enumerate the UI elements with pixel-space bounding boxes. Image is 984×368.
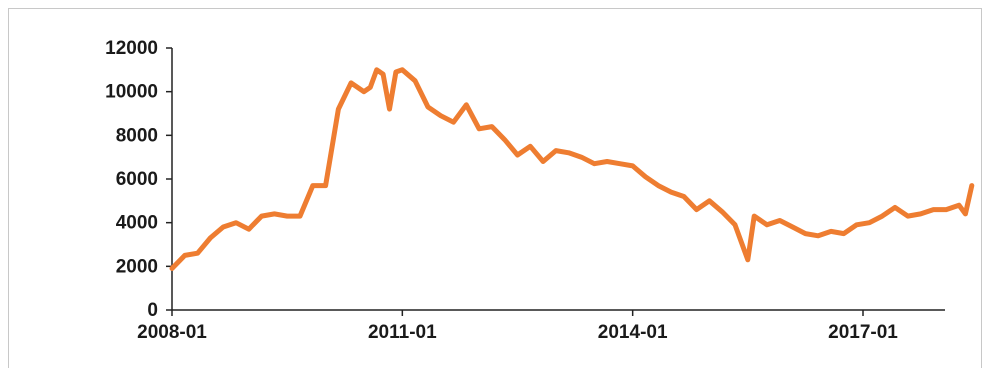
y-tick-label: 2000 (116, 256, 158, 277)
y-tick-label: 10000 (105, 82, 158, 103)
y-tick-label: 8000 (116, 125, 158, 146)
series-group (172, 70, 972, 269)
series-line (172, 70, 972, 269)
x-tick-label: 2008-01 (137, 322, 207, 343)
tick-labels: 0 2000 4000 6000 8000 10000 12000 2008-01 2011-0… (105, 38, 898, 343)
x-tick-label: 2017-01 (828, 322, 898, 343)
x-tick-label: 2011-01 (368, 322, 437, 343)
y-tick-label: 0 (147, 300, 158, 321)
y-tick-label: 4000 (116, 213, 158, 234)
x-tick-label: 2014-01 (598, 322, 668, 343)
axes (166, 48, 945, 316)
y-tick-label: 12000 (105, 38, 158, 59)
y-tick-label: 6000 (116, 169, 158, 190)
